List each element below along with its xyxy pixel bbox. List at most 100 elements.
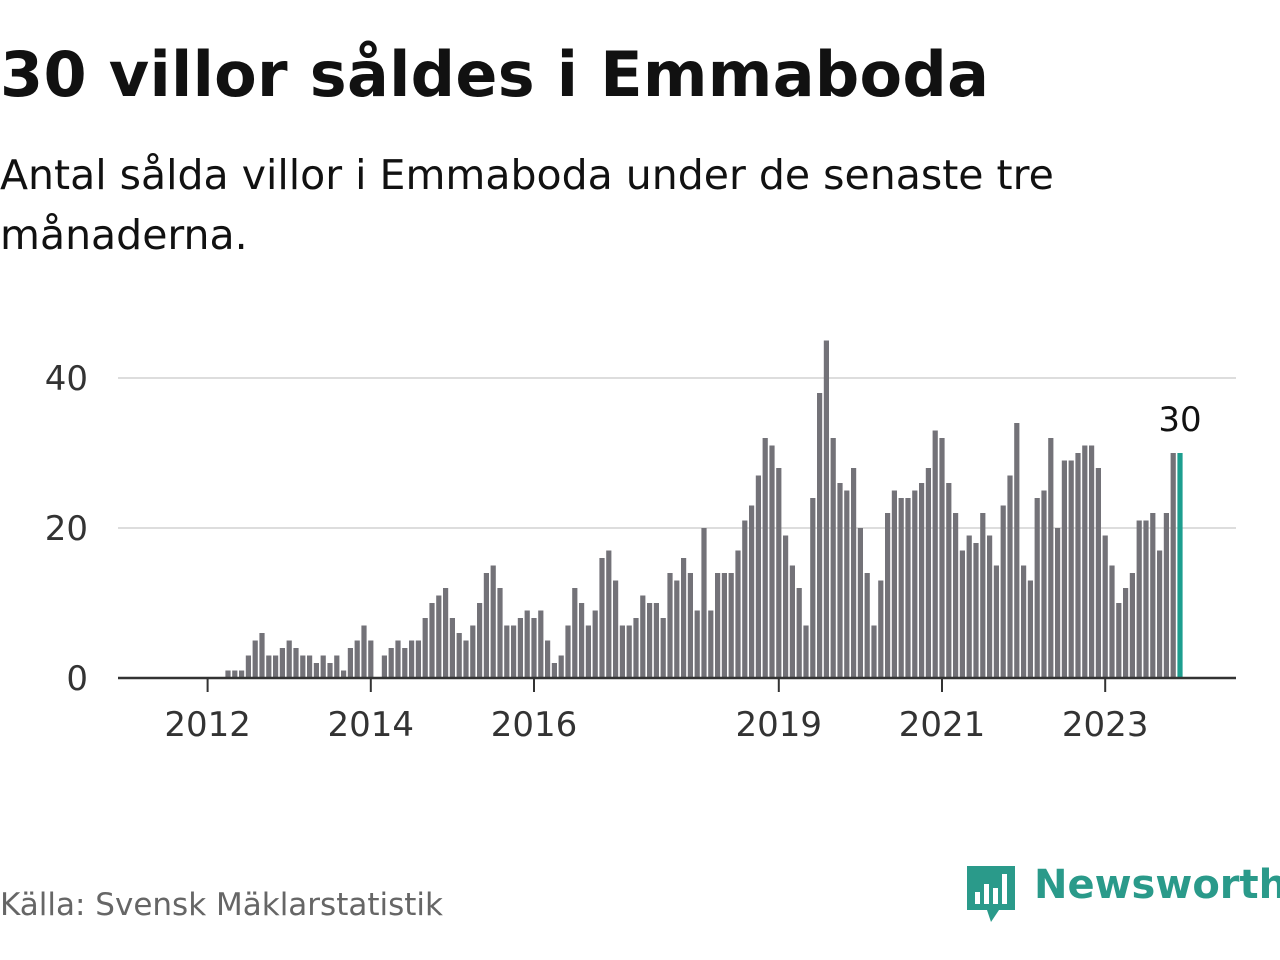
bar	[470, 625, 476, 678]
bar	[225, 670, 231, 678]
bar	[259, 633, 265, 678]
bar	[395, 640, 401, 678]
bar	[1068, 460, 1074, 678]
bar	[980, 513, 986, 678]
bar	[592, 610, 598, 678]
bar	[449, 618, 455, 678]
bar	[483, 573, 489, 678]
bar	[1109, 565, 1115, 678]
bar	[538, 610, 544, 678]
bar	[497, 588, 503, 678]
bar	[701, 528, 707, 678]
bar	[837, 483, 843, 678]
bar	[749, 505, 755, 678]
bar	[1089, 445, 1095, 678]
highlight-value-label: 30	[1158, 400, 1201, 440]
bar	[490, 565, 496, 678]
bar	[674, 580, 680, 678]
bar	[307, 655, 313, 678]
bar	[477, 603, 483, 678]
bar	[919, 483, 925, 678]
bar	[565, 625, 571, 678]
bar	[388, 648, 394, 678]
bar	[409, 640, 415, 678]
bar	[1061, 460, 1067, 678]
bar	[687, 573, 693, 678]
bar	[558, 655, 564, 678]
bar	[504, 625, 510, 678]
x-tick-label: 2021	[899, 705, 986, 745]
bar	[579, 603, 585, 678]
chart-subtitle: Antal sålda villor i Emmaboda under de s…	[0, 151, 1054, 259]
bar	[341, 670, 347, 678]
bar	[857, 528, 863, 678]
bar	[939, 438, 945, 678]
bar	[1055, 528, 1061, 678]
bar	[959, 550, 965, 678]
bar	[953, 513, 959, 678]
bar	[1027, 580, 1033, 678]
y-tick-label: 20	[45, 509, 88, 549]
bar	[361, 625, 367, 678]
bar	[545, 640, 551, 678]
bar	[320, 655, 326, 678]
bar	[347, 648, 353, 678]
bar	[851, 468, 857, 678]
bar	[966, 535, 972, 678]
bar	[742, 520, 748, 678]
bar	[245, 655, 251, 678]
bar	[789, 565, 795, 678]
bar	[647, 603, 653, 678]
bar	[1014, 423, 1020, 678]
bar	[1102, 535, 1108, 678]
bar	[946, 483, 952, 678]
bar	[694, 610, 700, 678]
bar	[626, 625, 632, 678]
bar	[1123, 588, 1129, 678]
bar	[735, 550, 741, 678]
bar	[619, 625, 625, 678]
bar	[667, 573, 673, 678]
bar-highlight	[1177, 453, 1183, 678]
bar	[381, 655, 387, 678]
bar	[871, 625, 877, 678]
bar	[1157, 550, 1163, 678]
bar	[681, 558, 687, 678]
bar	[715, 573, 721, 678]
bar-chart: 0 20 40 2012 2014 2016 2019 2021 2023 30	[45, 340, 1236, 745]
bar	[273, 655, 279, 678]
bar	[252, 640, 258, 678]
bar	[463, 640, 469, 678]
bar	[313, 663, 319, 678]
bar	[817, 393, 823, 678]
bar	[606, 550, 612, 678]
bar	[1143, 520, 1149, 678]
bar	[973, 543, 979, 678]
bar	[844, 490, 850, 678]
bar	[885, 513, 891, 678]
bar	[1041, 490, 1047, 678]
x-tick-label: 2012	[164, 705, 251, 745]
bar	[511, 625, 517, 678]
source-note: Källa: Svensk Mäklarstatistik	[0, 887, 443, 923]
bar	[599, 558, 605, 678]
bar	[803, 625, 809, 678]
bar	[1095, 468, 1101, 678]
bar	[415, 640, 421, 678]
bar	[932, 430, 938, 678]
bar	[1021, 565, 1027, 678]
brand-name: Newsworthy	[1034, 862, 1280, 908]
bar	[443, 588, 449, 678]
bar	[613, 580, 619, 678]
bar	[327, 663, 333, 678]
bar	[429, 603, 435, 678]
bar	[1000, 505, 1006, 678]
bar	[1034, 498, 1040, 678]
bar	[1150, 513, 1156, 678]
bar	[293, 648, 299, 678]
bar	[572, 588, 578, 678]
bar	[633, 618, 639, 678]
bar	[660, 618, 666, 678]
bar	[1007, 475, 1013, 678]
bar	[898, 498, 904, 678]
